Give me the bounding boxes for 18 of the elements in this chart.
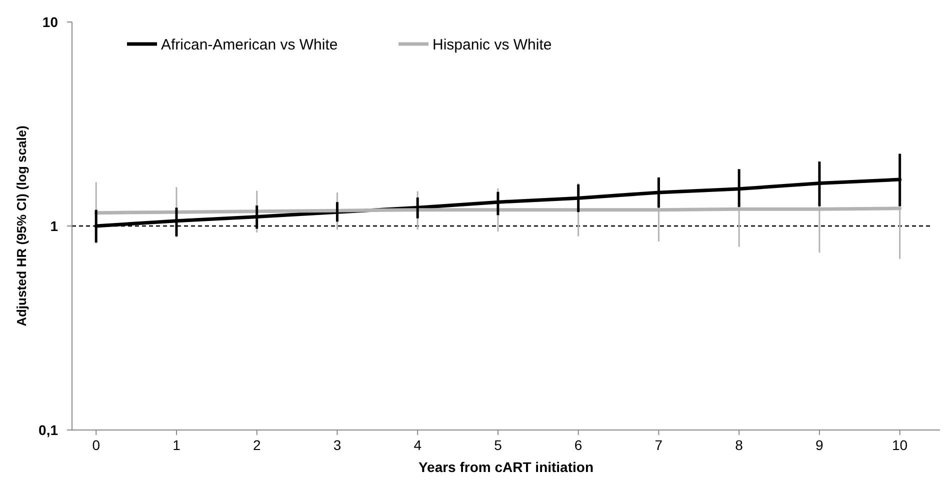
legend-label: African-American vs White — [161, 36, 338, 54]
x-tick-label: 7 — [654, 437, 663, 453]
x-tick-label: 10 — [892, 437, 908, 453]
legend-label: Hispanic vs White — [432, 36, 552, 54]
x-tick-label: 8 — [735, 437, 744, 453]
x-tick-label: 9 — [816, 437, 824, 453]
y-tick-label: 0,1 — [38, 422, 58, 438]
x-tick-label: 1 — [172, 437, 181, 453]
x-axis-title: Years from cART initiation — [418, 459, 594, 475]
x-tick-label: 6 — [574, 437, 582, 453]
x-tick-label: 0 — [92, 437, 100, 453]
x-tick-label: 2 — [252, 437, 261, 453]
y-axis-title: Adjusted HR (95% CI) (log scale) — [14, 126, 29, 326]
x-tick-label: 3 — [333, 437, 342, 453]
x-tick-label: 5 — [494, 437, 502, 453]
y-tick-label: 1 — [50, 218, 58, 234]
y-tick-label: 10 — [42, 14, 58, 30]
x-tick-label: 4 — [414, 437, 422, 453]
